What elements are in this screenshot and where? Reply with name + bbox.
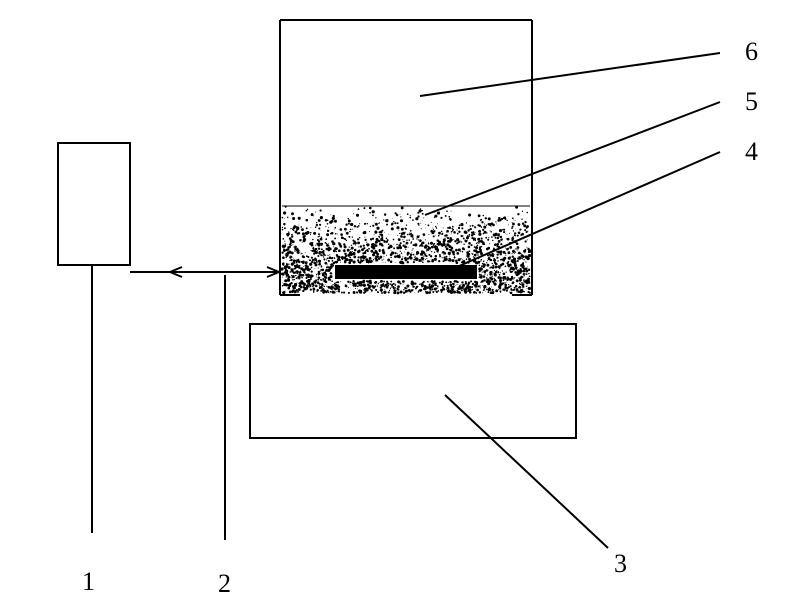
- leader-5: [425, 102, 720, 215]
- block-3: [250, 324, 576, 438]
- label-3: 3: [614, 549, 627, 578]
- block-1: [58, 143, 130, 265]
- label-4: 4: [745, 137, 758, 166]
- label-2: 2: [218, 569, 231, 598]
- label-1: 1: [82, 567, 95, 596]
- double-arrow-2: [130, 267, 280, 277]
- leader-6: [420, 53, 720, 96]
- leader-3: [445, 395, 608, 548]
- label-6: 6: [745, 37, 758, 66]
- label-5: 5: [745, 87, 758, 116]
